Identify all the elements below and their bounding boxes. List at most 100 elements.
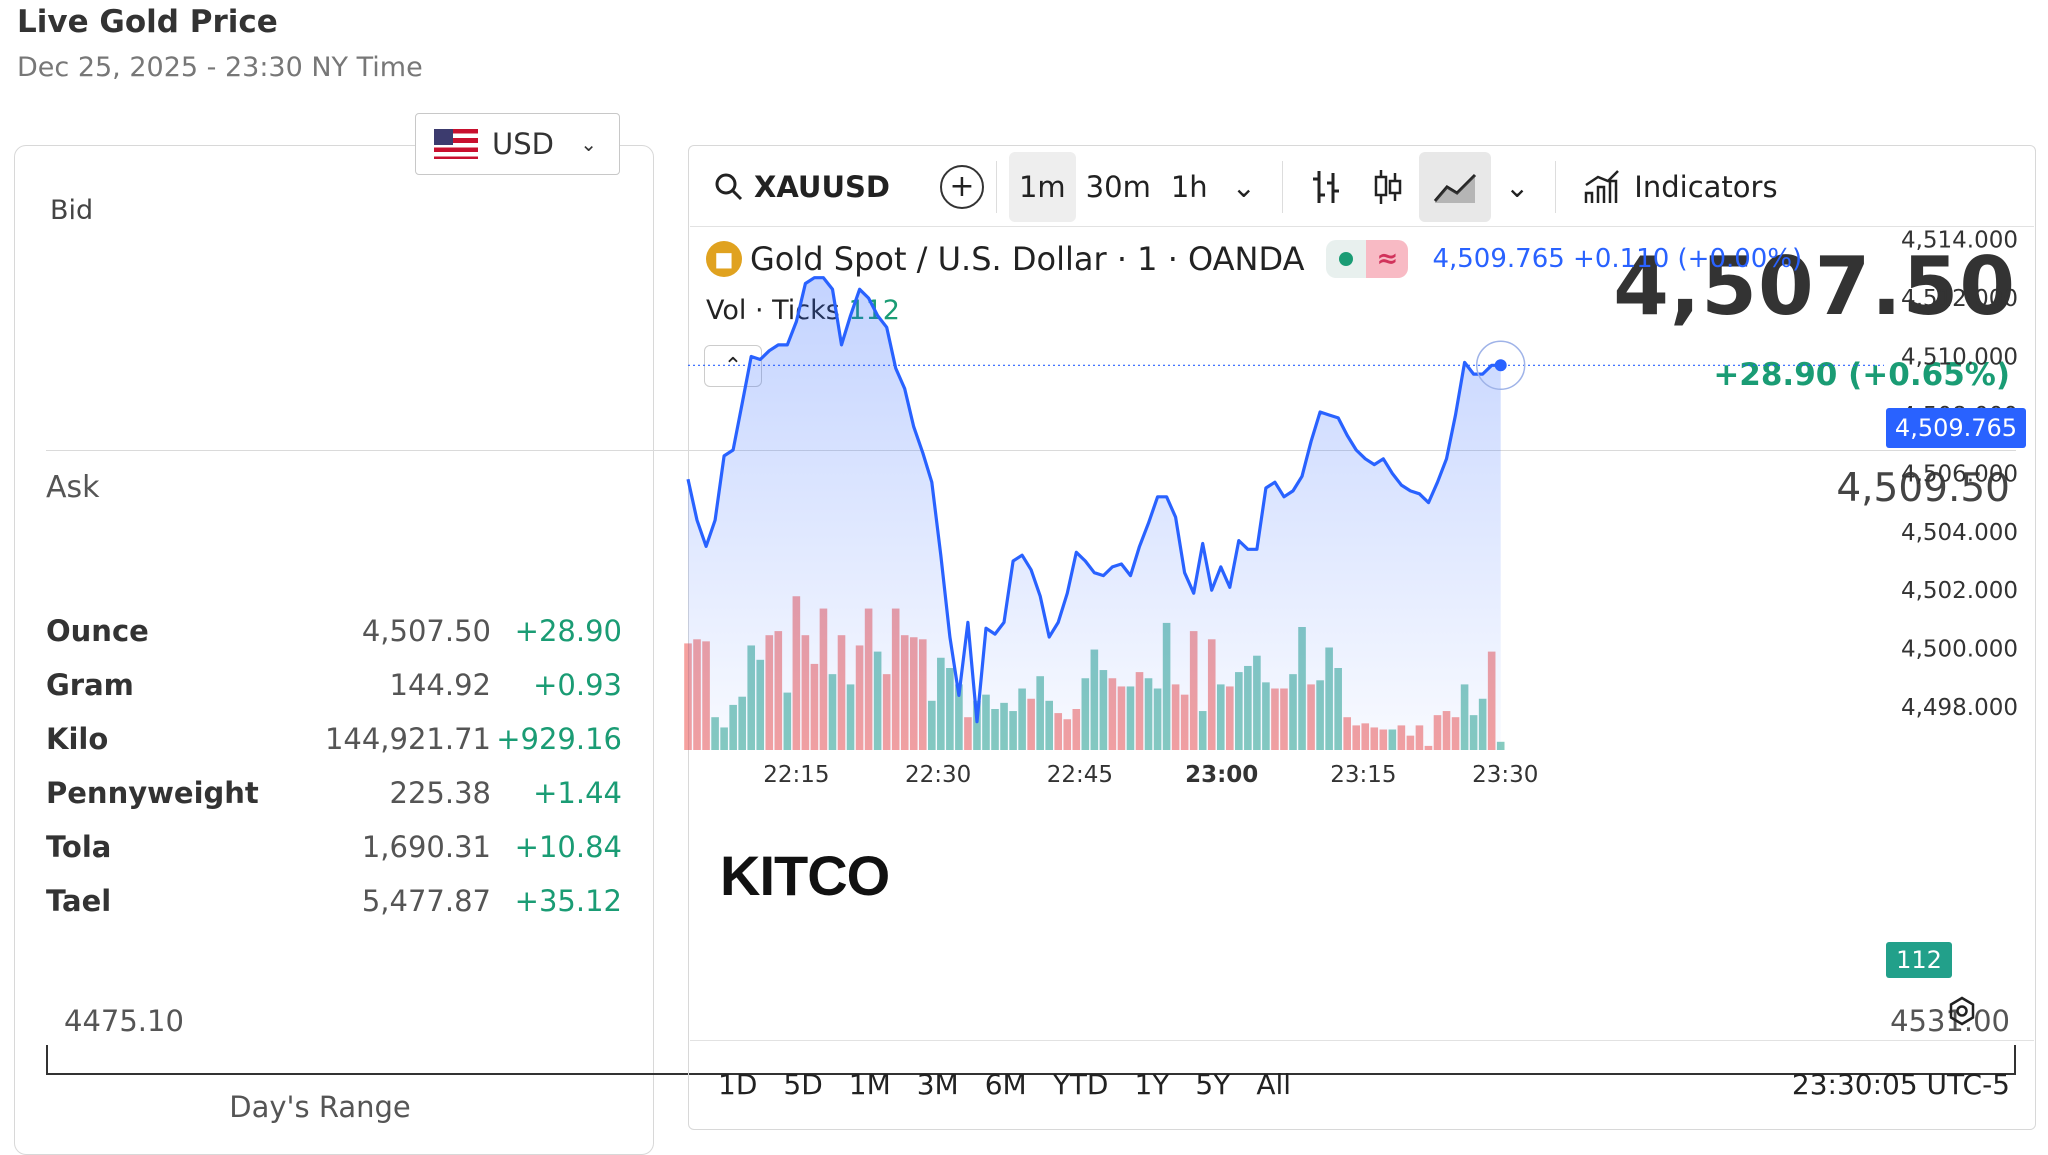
currency-select[interactable]: USD ⌄: [415, 113, 620, 175]
unit-change: +0.93: [533, 668, 622, 702]
unit-name: Tola: [46, 830, 112, 864]
us-flag-icon: [434, 129, 478, 159]
divider: [46, 450, 2016, 451]
chevron-down-icon: ⌄: [1231, 169, 1256, 204]
chart-legend: ■ Gold Spot / U.S. Dollar · 1 · OANDA ≈ …: [706, 240, 1802, 278]
range-ytd[interactable]: YTD: [1052, 1068, 1109, 1101]
y-tick-label: 4,500.000: [1901, 637, 2018, 663]
page-title: Live Gold Price: [17, 4, 278, 40]
day-range-low: 4475.10: [64, 1004, 184, 1038]
x-tick-label: 22:30: [905, 762, 971, 788]
unit-change: +10.84: [514, 830, 622, 864]
bid-label: Bid: [50, 195, 94, 226]
symbol-search[interactable]: XAUUSD: [714, 152, 890, 222]
gold-bars-icon: ■: [706, 241, 742, 277]
indicators-icon: [1585, 169, 1620, 203]
price-chart-plot[interactable]: 4,514.0004,512.0004,510.0004,508.0004,50…: [684, 228, 2048, 1018]
unit-name: Ounce: [46, 614, 149, 648]
settings-icon[interactable]: [1946, 995, 1978, 1027]
toolbar-divider: [1281, 160, 1283, 213]
unit-name: Gram: [46, 668, 134, 702]
market-status-pill[interactable]: ≈: [1326, 240, 1409, 278]
unit-change: +35.12: [514, 884, 622, 918]
page-date: Dec 25, 2025 - 23:30 NY Time: [17, 52, 423, 83]
chevron-up-icon: ⌃: [723, 353, 743, 379]
bid-price: 4,507.50: [1613, 240, 2016, 333]
y-tick-label: 4,502.000: [1901, 578, 2018, 604]
ask-label: Ask: [46, 470, 100, 505]
chart-toolbar: XAUUSD + 1m 30m 1h ⌄ ⌄ Indicators: [690, 147, 2034, 227]
y-tick-label: 4,510.000: [1901, 345, 2018, 371]
x-tick-label: 23:00: [1185, 762, 1258, 788]
unit-row: Gram 144.92 +0.93: [46, 658, 622, 712]
range-bar: 1D 5D 1M 3M 6M YTD 1Y 5Y All 23:30:05 UT…: [690, 1040, 2034, 1128]
toolbar-divider: [1555, 160, 1557, 213]
range-3m[interactable]: 3M: [916, 1068, 959, 1101]
chart-symbol-title: Gold Spot / U.S. Dollar · 1 · OANDA: [750, 240, 1305, 278]
price-area: [686, 276, 1884, 750]
market-open-dot-icon: [1326, 240, 1367, 278]
ohlc-bars-icon: [1312, 170, 1339, 203]
add-symbol-button[interactable]: +: [939, 164, 984, 209]
unit-value: 144,921.71: [324, 722, 491, 756]
area-chart-icon: [1433, 173, 1477, 203]
day-range-bar: [46, 1045, 2016, 1075]
unit-name: Pennyweight: [46, 776, 259, 810]
unit-value: 225.38: [389, 776, 491, 810]
x-tick-label: 23:15: [1330, 762, 1396, 788]
delayed-data-icon: ≈: [1366, 240, 1409, 278]
unit-prices-table: Ounce 4,507.50 +28.90 Gram 144.92 +0.93 Kilo…: [46, 604, 622, 928]
currency-value: USD: [492, 127, 554, 161]
unit-name: Kilo: [46, 722, 109, 756]
y-tick-label: 4,512.000: [1901, 286, 2018, 312]
x-tick-label: 23:30: [1472, 762, 1538, 788]
y-axis-ticks: 4,514.0004,512.0004,510.0004,508.0004,50…: [1901, 228, 2018, 721]
y-tick-label: 4,498.000: [1901, 695, 2018, 721]
x-axis-ticks: 22:15 22:30 22:45 23:00 23:15 23:30: [763, 762, 1538, 788]
kitco-watermark: KITCO: [720, 844, 890, 907]
day-range-label: Day's Range: [229, 1090, 411, 1124]
y-tick-label: 4,506.000: [1901, 461, 2018, 487]
interval-30m[interactable]: 30m: [1085, 169, 1151, 204]
x-tick-label: 22:15: [763, 762, 829, 788]
range-1m[interactable]: 1M: [848, 1068, 891, 1101]
timezone-clock[interactable]: 23:30:05 UTC-5: [1791, 1068, 2010, 1101]
chart-type-dropdown[interactable]: ⌄: [1491, 152, 1543, 222]
bar-chart-button[interactable]: [1295, 152, 1357, 222]
indicators-button[interactable]: Indicators: [1568, 152, 1791, 222]
range-6m[interactable]: 6M: [984, 1068, 1027, 1101]
y-tick-label: 4,504.000: [1901, 520, 2018, 546]
ask-price: 4,509.50: [1836, 466, 2010, 511]
range-5y[interactable]: 5Y: [1195, 1068, 1231, 1101]
range-1d[interactable]: 1D: [718, 1068, 758, 1101]
toolbar-divider: [995, 160, 997, 213]
candle-chart-button[interactable]: [1357, 152, 1419, 222]
unit-row: Tola 1,690.31 +10.84: [46, 820, 622, 874]
unit-change: +1.44: [533, 776, 622, 810]
price-area-fill: [688, 277, 1501, 750]
range-1y[interactable]: 1Y: [1134, 1068, 1170, 1101]
interval-dropdown[interactable]: ⌄: [1218, 152, 1270, 222]
price-line: [686, 276, 1501, 724]
interval-1h[interactable]: 1h: [1170, 169, 1208, 204]
search-icon: [715, 173, 743, 200]
unit-row: Tael 5,477.87 +35.12: [46, 874, 622, 928]
chevron-down-icon: ⌄: [1504, 169, 1530, 204]
bid-change: +28.90 (+0.65%): [1713, 357, 2010, 393]
unit-row: Pennyweight 225.38 +1.44: [46, 766, 622, 820]
unit-row: Kilo 144,921.71 +929.16: [46, 712, 622, 766]
legend-price-values: 4,509.765 +0.110 (+0.00%): [1432, 244, 1803, 274]
last-price-halo: [1475, 340, 1526, 391]
last-volume-tag: 112: [1886, 942, 1952, 978]
unit-row: Ounce 4,507.50 +28.90: [46, 604, 622, 658]
area-chart-button[interactable]: [1418, 151, 1491, 222]
range-all[interactable]: All: [1256, 1068, 1292, 1101]
last-price-dot: [1494, 359, 1507, 372]
unit-change: +28.90: [514, 614, 622, 648]
range-5d[interactable]: 5D: [783, 1068, 823, 1101]
last-price-tag: 4,509.765: [1886, 408, 2026, 448]
unit-value: 144.92: [389, 668, 491, 702]
interval-1m[interactable]: 1m: [1008, 151, 1076, 222]
candlestick-icon: [1374, 169, 1402, 204]
unit-name: Tael: [46, 884, 112, 918]
